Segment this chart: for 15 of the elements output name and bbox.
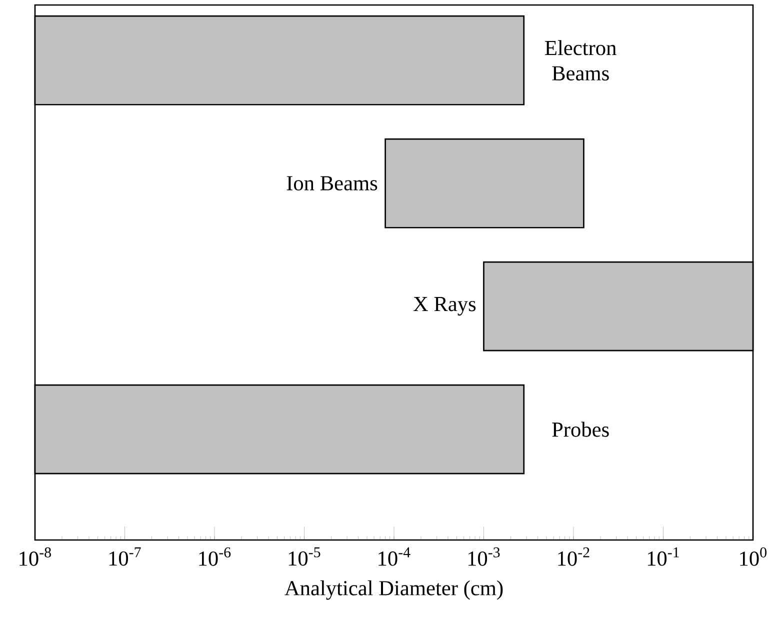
y-tick-label: X Rays (413, 297, 476, 316)
x-tick-label: 10$^{-5}$ (288, 547, 320, 566)
x-tick-label: 10$^{-1}$ (648, 547, 679, 566)
x-tick-label: 10$^{-2}$ (558, 547, 590, 566)
x-tick-label: 10$^{-6}$ (199, 547, 231, 566)
y-tick-label: Probes (552, 422, 609, 437)
x-axis-title: Analytical Diameter (cm) (284, 580, 503, 600)
x-tick-label: 10$^{-4}$ (378, 547, 410, 566)
bar (384, 138, 584, 228)
x-tick-label: 10$^{-3}$ (468, 547, 500, 566)
x-tick-label: 10$^{-7}$ (109, 547, 141, 566)
x-tick-label: 10$^{-8}$ (20, 547, 51, 566)
x-tick-label: 10$^{0}$ (740, 547, 766, 566)
y-tick-label: Ion Beams (286, 176, 378, 190)
y-tick-label: Electron Beams (545, 40, 616, 81)
